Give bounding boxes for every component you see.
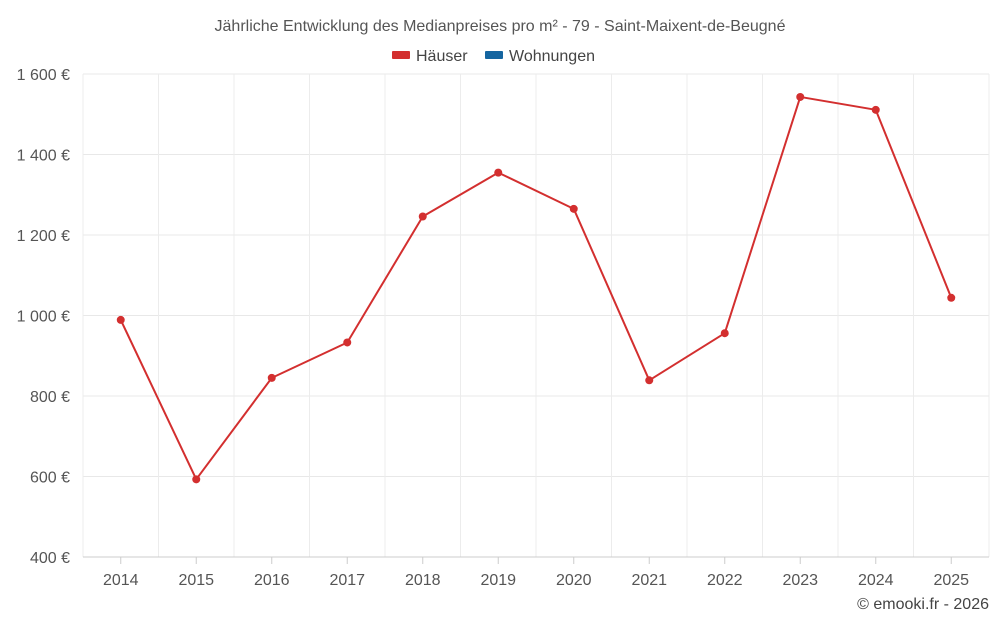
data-point[interactable]	[796, 92, 805, 101]
data-point[interactable]	[192, 475, 201, 484]
legend-item-wohnungen[interactable]: Wohnungen	[485, 48, 595, 65]
data-points-haeuser	[116, 92, 956, 484]
legend-label-wohnungen: Wohnungen	[509, 48, 595, 65]
x-tick-label: 2017	[329, 572, 365, 589]
chart-title: Jährliche Entwicklung des Medianpreises …	[215, 18, 786, 35]
x-tick-label: 2022	[707, 572, 743, 589]
x-tick-label: 2025	[933, 572, 969, 589]
legend-label-haeuser: Häuser	[416, 48, 468, 65]
x-tick-label: 2021	[631, 572, 667, 589]
data-point[interactable]	[569, 204, 578, 213]
credit-text: © emooki.fr - 2026	[857, 596, 989, 613]
x-tick-label: 2020	[556, 572, 592, 589]
legend-swatch-haeuser	[392, 51, 410, 59]
data-point[interactable]	[720, 329, 729, 338]
x-tick-label: 2016	[254, 572, 290, 589]
y-tick-label: 1 400 €	[17, 148, 70, 165]
x-tick-label: 2014	[103, 572, 139, 589]
data-point[interactable]	[494, 168, 503, 177]
x-tick-label: 2018	[405, 572, 441, 589]
x-tick-label: 2024	[858, 572, 894, 589]
data-point[interactable]	[645, 376, 654, 385]
y-tick-label: 400 €	[30, 550, 70, 567]
data-point[interactable]	[116, 315, 125, 324]
y-axis-labels: 400 € 600 € 800 € 1 000 € 1 200 € 1 400 € 1 60…	[17, 67, 70, 567]
x-tick-label: 2015	[178, 572, 214, 589]
legend: Häuser Wohnungen	[392, 48, 595, 65]
data-point[interactable]	[871, 105, 880, 114]
legend-swatch-wohnungen	[485, 51, 503, 59]
y-tick-label: 1 200 €	[17, 228, 70, 245]
y-tick-label: 800 €	[30, 389, 70, 406]
x-axis-ticks	[120, 557, 952, 564]
x-gridlines	[82, 74, 990, 557]
x-tick-label: 2019	[480, 572, 516, 589]
series-line-haeuser	[119, 95, 953, 481]
y-tick-label: 1 000 €	[17, 309, 70, 326]
data-point[interactable]	[947, 293, 956, 302]
data-point[interactable]	[267, 373, 276, 382]
legend-item-haeuser[interactable]: Häuser	[392, 48, 468, 65]
data-point[interactable]	[343, 338, 352, 347]
x-tick-label: 2023	[782, 572, 818, 589]
x-axis-labels: 2014 2015 2016 2017 2018 2019 2020 2021 2022 2023…	[103, 572, 969, 589]
y-tick-label: 1 600 €	[17, 67, 70, 84]
data-point[interactable]	[418, 212, 427, 221]
y-tick-label: 600 €	[30, 470, 70, 487]
